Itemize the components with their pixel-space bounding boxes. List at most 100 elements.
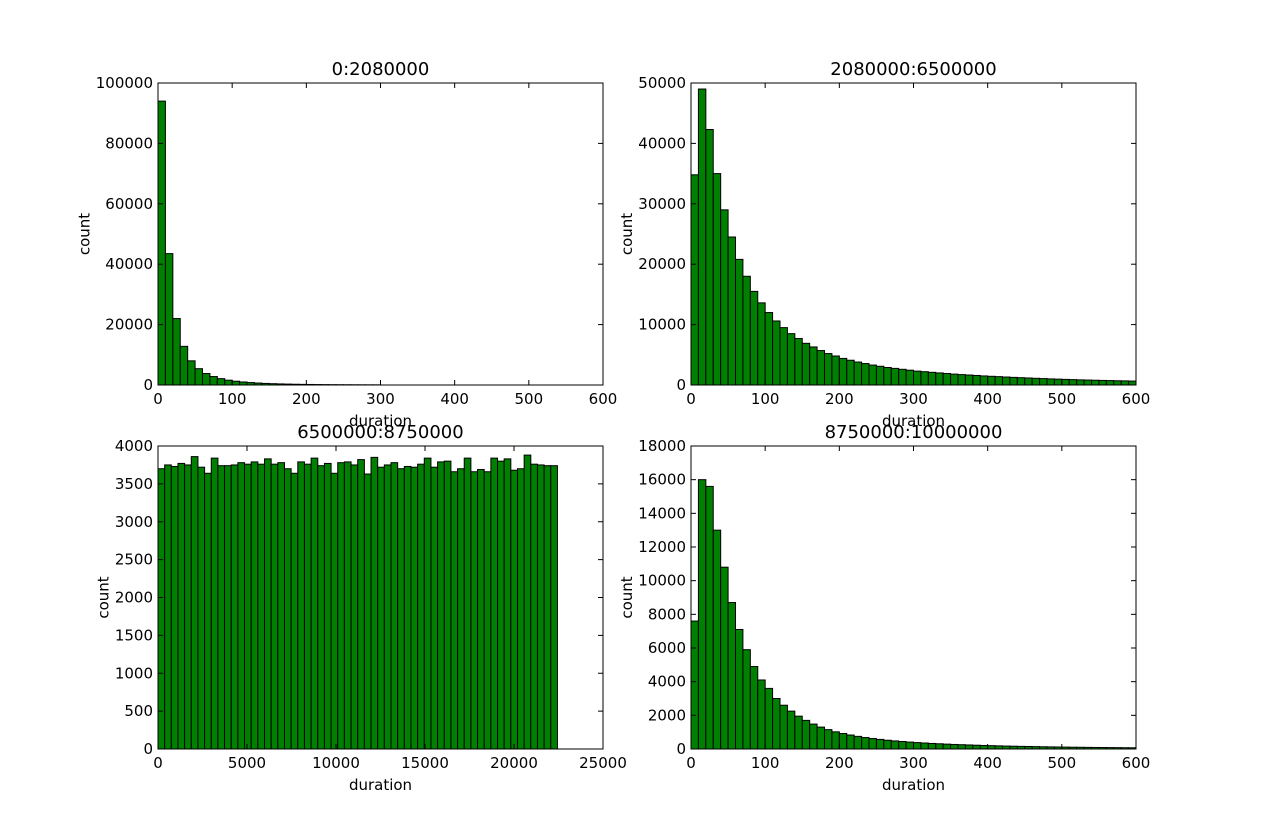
x-tick-label: 200 <box>825 754 854 772</box>
x-tick-label: 600 <box>1122 390 1151 408</box>
y-tick-label: 0 <box>676 376 686 394</box>
histogram-bar <box>942 743 952 750</box>
histogram-bar <box>204 472 212 750</box>
histogram-bar <box>536 464 545 750</box>
histogram-bar <box>735 258 744 386</box>
y-tick-label: 2000 <box>115 589 153 607</box>
histogram-bar <box>477 468 485 750</box>
histogram-bar <box>250 461 259 750</box>
x-tick-label: 20000 <box>490 754 538 772</box>
histogram-bar <box>1076 379 1085 386</box>
histogram-bar <box>377 466 385 750</box>
y-tick-label: 500 <box>124 702 153 720</box>
x-tick-label: 300 <box>899 754 928 772</box>
histogram-bar <box>979 744 989 750</box>
histogram-bar <box>861 737 870 750</box>
chart-title: 0:2080000 <box>332 59 430 80</box>
histogram-bar <box>875 738 885 750</box>
histogram-bar <box>443 460 452 750</box>
histogram-bar <box>1091 379 1100 386</box>
histogram-bar <box>972 744 981 750</box>
histogram-bar <box>337 462 345 750</box>
histogram-bar <box>697 479 707 750</box>
histogram-bar <box>350 464 359 750</box>
histogram-bar <box>742 649 751 750</box>
histogram-bar <box>197 466 206 750</box>
histogram-bar <box>1068 379 1078 386</box>
histogram-bar <box>550 465 558 750</box>
x-tick-label: 500 <box>1048 390 1077 408</box>
x-tick-label: 500 <box>1048 754 1077 772</box>
histogram-bar <box>705 129 714 386</box>
histogram-bar <box>720 209 729 386</box>
x-tick-label: 100 <box>751 390 780 408</box>
x-axis-label: duration <box>349 412 412 430</box>
histogram-bar <box>816 726 826 750</box>
y-tick-label: 2500 <box>115 551 153 569</box>
x-tick-label: 100 <box>218 390 247 408</box>
histogram-bar <box>853 361 863 386</box>
histogram-bar <box>1061 378 1070 386</box>
histogram-bar <box>1083 379 1092 386</box>
histogram-bar <box>430 466 439 750</box>
histogram-bar <box>987 375 996 386</box>
histogram-bar <box>809 723 818 750</box>
histogram-bar <box>749 666 759 750</box>
x-tick-label: 200 <box>292 390 321 408</box>
histogram-bar <box>170 465 179 750</box>
histogram-bar <box>712 529 722 750</box>
y-tick-label: 10000 <box>638 316 686 334</box>
subplot-3: 0 5000 10000 15000 20000 25000 0 500 1000 1500 200… <box>94 422 626 794</box>
y-tick-label: 18000 <box>638 437 686 455</box>
x-tick-label: 600 <box>1122 754 1151 772</box>
histogram-bar <box>310 457 319 750</box>
histogram-bar <box>1031 377 1041 386</box>
x-axis-label: duration <box>882 412 945 430</box>
x-tick-label: 500 <box>515 390 544 408</box>
histogram-bar <box>244 463 252 750</box>
histogram-bar <box>875 365 885 386</box>
histogram-bar <box>824 353 833 386</box>
histogram-bar <box>231 380 241 386</box>
histogram-bar <box>403 465 412 750</box>
y-axis-label: count <box>94 576 112 618</box>
histogram-bar <box>979 375 989 386</box>
histogram-bar <box>853 735 863 750</box>
histogram-bar <box>786 333 796 386</box>
y-tick-label: 8000 <box>648 605 686 623</box>
histogram-bar <box>824 729 833 750</box>
y-tick-label: 3500 <box>115 475 153 493</box>
histogram-bar <box>868 364 877 386</box>
histogram-bar <box>764 687 774 750</box>
histogram-bar <box>772 320 781 386</box>
y-axis-label: count <box>618 576 636 618</box>
x-tick-label: 0 <box>153 754 163 772</box>
histogram-bar <box>543 465 552 750</box>
histogram-bar <box>290 472 299 750</box>
x-tick-label: 5000 <box>228 754 266 772</box>
histogram-bar <box>1120 380 1130 386</box>
histogram-bar <box>957 744 966 750</box>
y-tick-label: 0 <box>143 376 153 394</box>
histogram-bar <box>757 679 766 750</box>
histogram-bar <box>727 236 737 386</box>
histogram-bar <box>705 485 714 750</box>
x-tick-label: 10000 <box>312 754 360 772</box>
x-axis-label: duration <box>882 776 945 794</box>
y-tick-label: 14000 <box>638 504 686 522</box>
histogram-bar <box>972 374 981 386</box>
histogram-bar <box>712 173 722 386</box>
x-tick-label: 0 <box>686 390 696 408</box>
histogram-bar <box>898 368 907 386</box>
histogram-bar <box>831 355 840 386</box>
histogram-bar <box>898 741 907 750</box>
histogram-bar <box>883 739 892 750</box>
histogram-bar <box>209 376 218 386</box>
histogram-bar <box>390 462 399 750</box>
y-tick-label: 0 <box>143 740 153 758</box>
histogram-bar <box>890 367 900 386</box>
y-tick-label: 4000 <box>115 437 153 455</box>
x-tick-label: 200 <box>825 390 854 408</box>
x-tick-label: 100 <box>751 754 780 772</box>
